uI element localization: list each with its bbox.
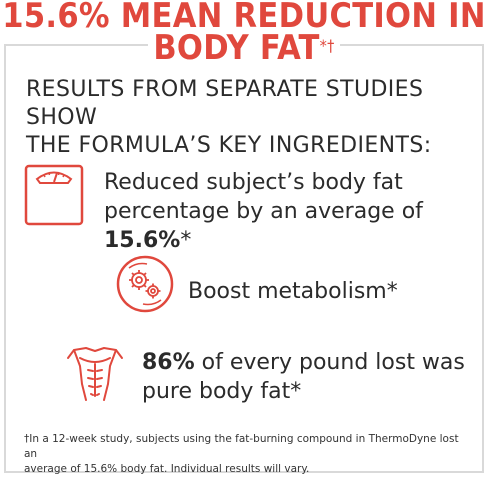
- frame-gap: [148, 40, 340, 50]
- subtitle-line-1: RESULTS FROM SEPARATE STUDIES SHOW: [26, 77, 424, 130]
- benefit-body-fat: Reduced subject’s body fat percentage by…: [104, 168, 484, 255]
- subtitle-line-2: THE FORMULA’S KEY INGREDIENTS:: [26, 133, 432, 158]
- benefit-pure-fat: 86% of every pound lost was pure body fa…: [142, 348, 482, 406]
- benefit-1-line-2: percentage by an average of 15.6%*: [104, 197, 484, 255]
- benefit-3-line-2: pure body fat*: [142, 379, 302, 404]
- headline-text: BODY FAT: [153, 28, 320, 68]
- benefit-metabolism: Boost metabolism*: [188, 279, 398, 304]
- benefit-3-highlight: 86%: [142, 350, 195, 375]
- footnote-line-2: average of 15.6% body fat. Individual re…: [24, 463, 310, 475]
- scale-icon: [24, 164, 84, 230]
- benefit-1-highlight: 15.6%: [104, 228, 181, 253]
- benefit-1-prefix: percentage by an average of: [104, 199, 423, 224]
- benefit-3-rest: of every pound lost was: [194, 350, 465, 375]
- benefit-1-suffix: *: [180, 228, 192, 253]
- headline-line-1: 15.6% MEAN REDUCTION IN: [2, 0, 486, 36]
- gear-icon: [115, 254, 175, 318]
- subtitle: RESULTS FROM SEPARATE STUDIES SHOW THE F…: [26, 76, 466, 160]
- footnote-line-1: †In a 12-week study, subjects using the …: [24, 433, 459, 460]
- benefit-1-line-1: Reduced subject’s body fat: [104, 170, 403, 195]
- headline-mark: *†: [319, 36, 335, 55]
- footnote: †In a 12-week study, subjects using the …: [24, 432, 474, 477]
- torso-icon: [64, 344, 126, 406]
- benefit-3-line-1: 86% of every pound lost was: [142, 348, 482, 377]
- headline-line-2: BODY FAT*†: [0, 28, 488, 68]
